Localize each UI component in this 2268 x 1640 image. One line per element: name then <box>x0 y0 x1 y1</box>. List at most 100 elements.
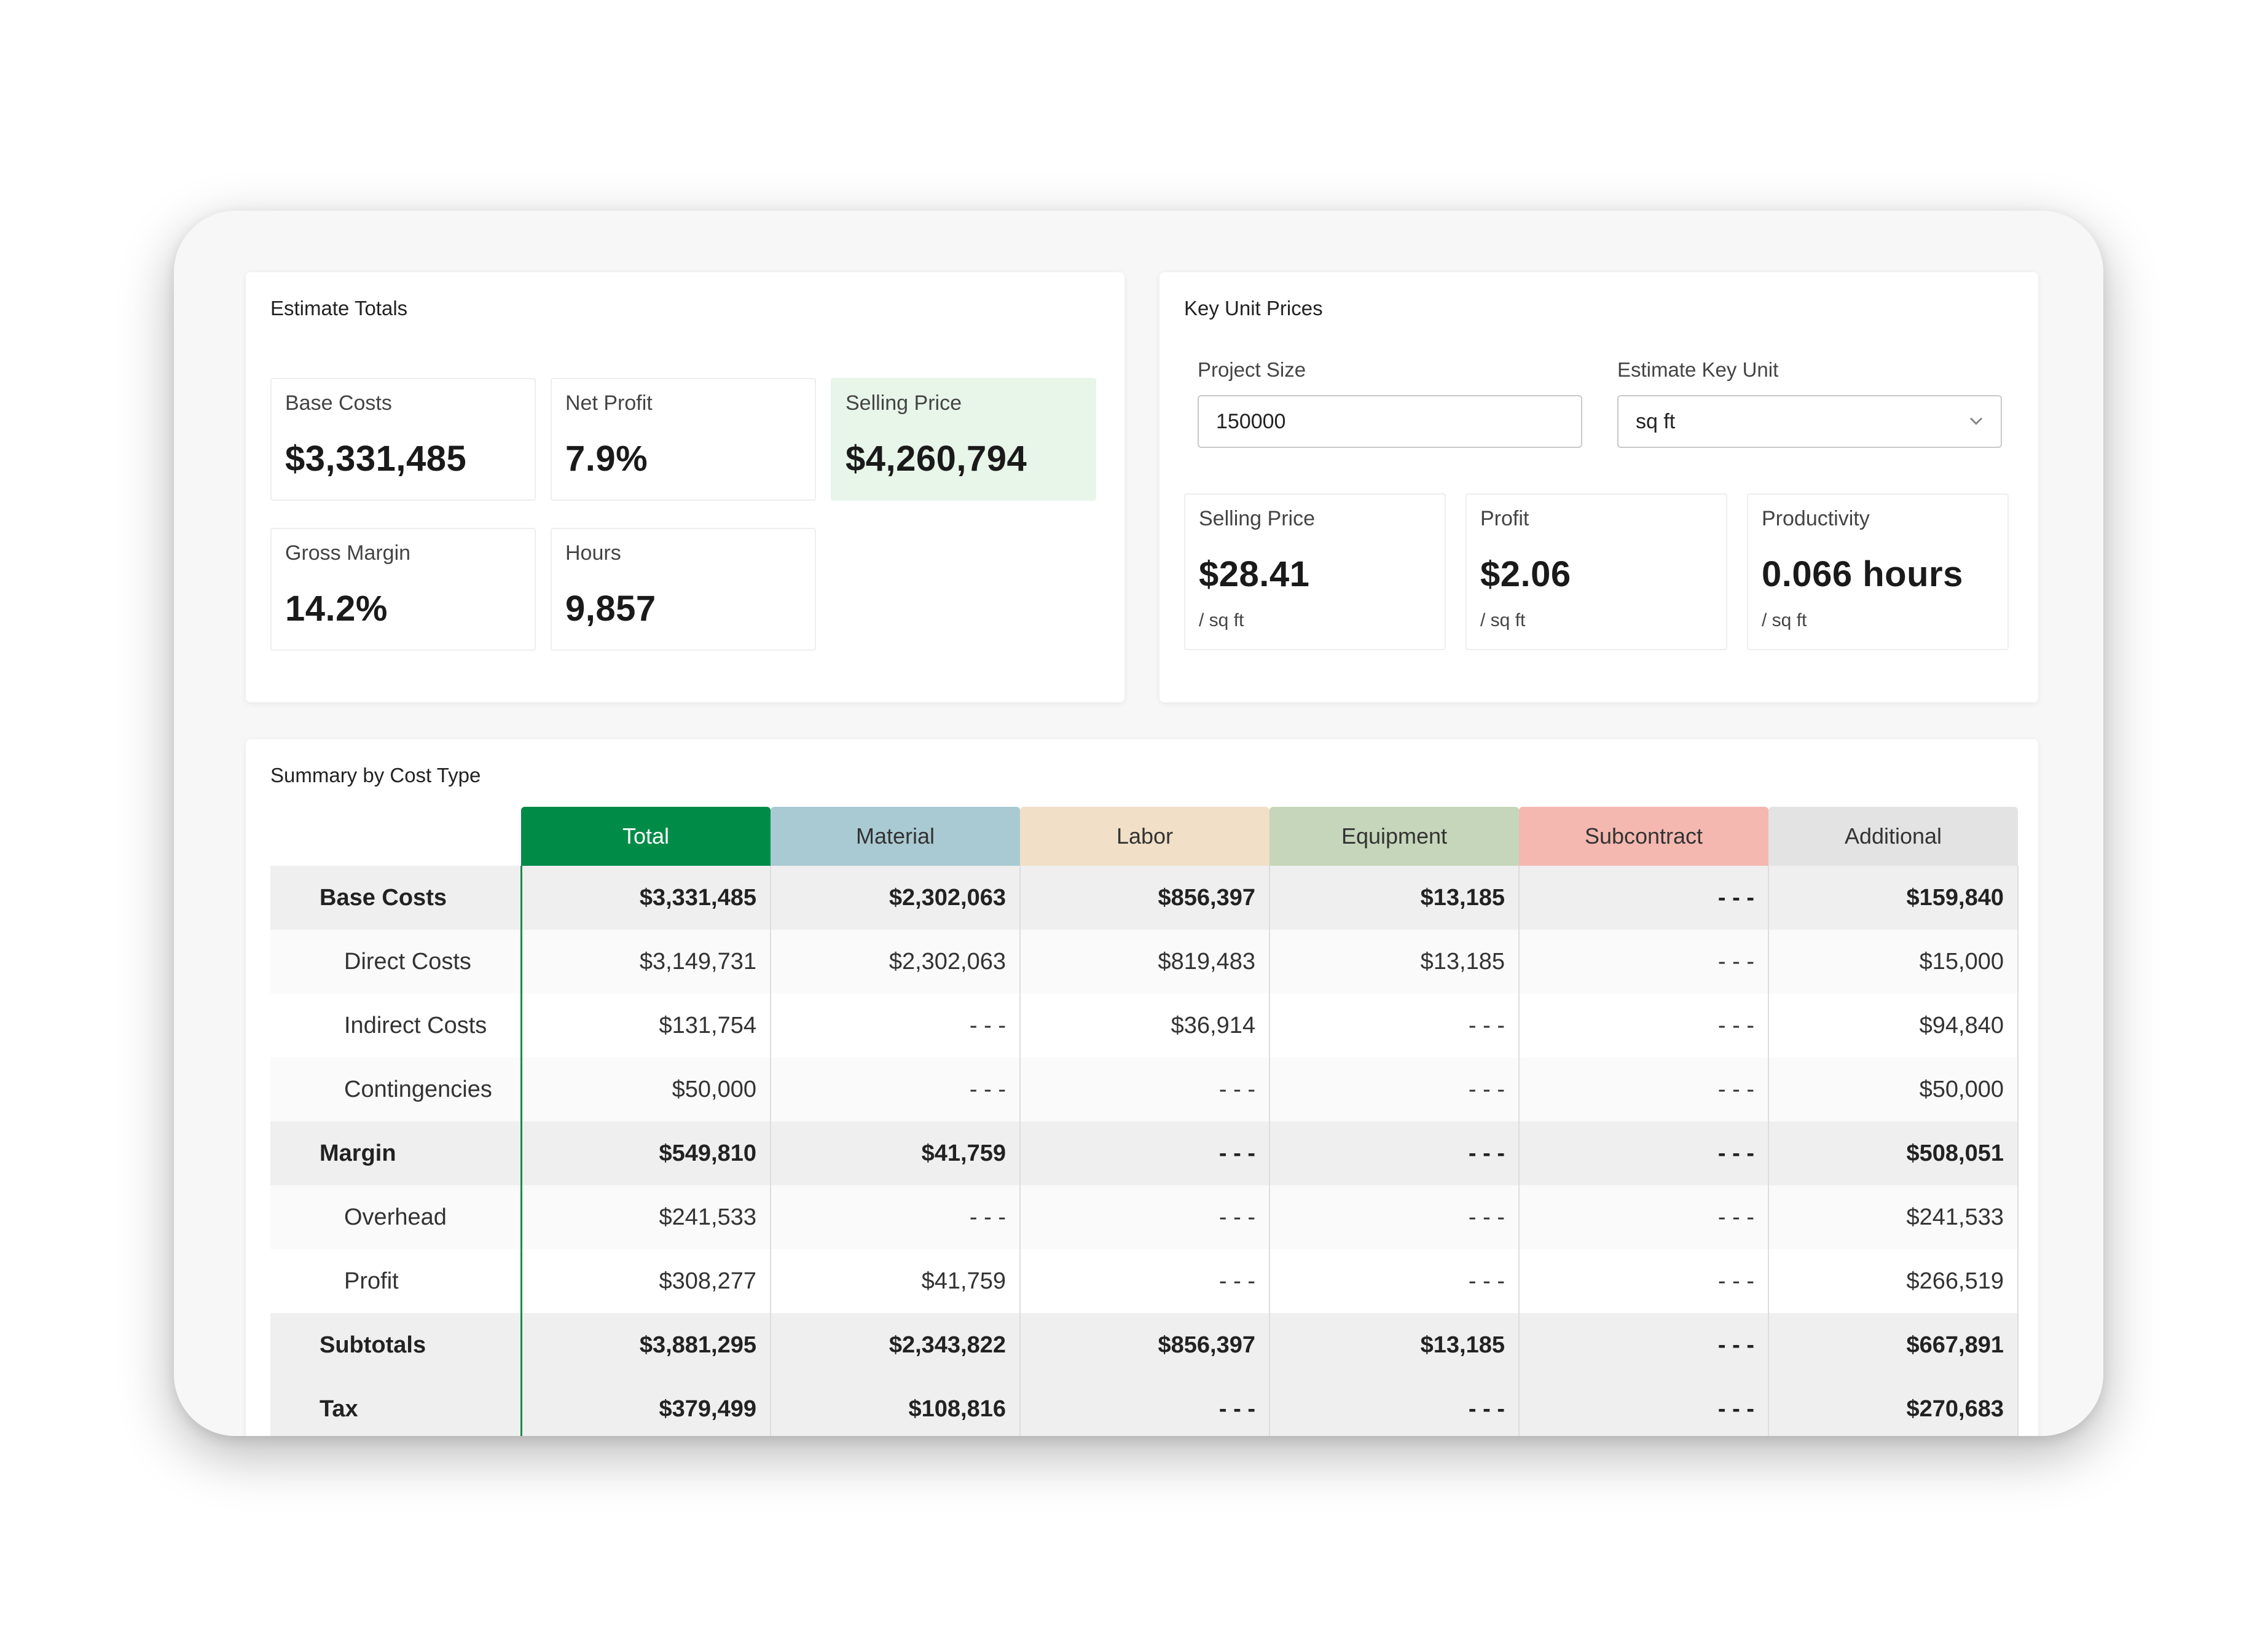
table-cell: $3,331,485 <box>520 866 771 930</box>
table-cell: $41,759 <box>771 1121 1021 1185</box>
table-cell: - - - <box>1269 1057 1520 1121</box>
table-cell: $3,881,295 <box>520 1313 771 1377</box>
column-header-material[interactable]: Material <box>771 807 1020 866</box>
summary-by-cost-type-panel: Summary by Cost Type Total Material Labor E… <box>246 739 2038 1436</box>
hours-card: Hours 9,857 <box>551 528 816 651</box>
metric-label: Hours <box>565 541 621 565</box>
table-cell: $36,914 <box>1020 994 1270 1057</box>
table-cell: - - - <box>1519 1249 1769 1313</box>
table-row: Direct Costs $3,149,731 $2,302,063 $819,483… <box>270 930 2019 994</box>
table-cell: - - - <box>1020 1249 1270 1313</box>
project-size-label: Project Size <box>1198 358 1306 381</box>
metric-label: Selling Price <box>1199 507 1315 530</box>
table-cell: - - - <box>1519 930 1769 994</box>
net-profit-card: Net Profit 7.9% <box>551 378 816 501</box>
table-cell: $41,759 <box>771 1249 1021 1313</box>
table-cell: $15,000 <box>1768 930 2019 994</box>
key-unit-prices-panel: Key Unit Prices Project Size 150000 Esti… <box>1160 272 2038 702</box>
table-cell: $108,816 <box>771 1377 1021 1436</box>
column-header-total[interactable]: Total <box>521 807 771 866</box>
table-cell: $50,000 <box>1768 1057 2019 1121</box>
metric-value: $28.41 <box>1199 554 1310 594</box>
table-cell: - - - <box>771 1057 1021 1121</box>
table-cell: - - - <box>771 1185 1021 1249</box>
table-row: Contingencies $50,000- - -- - -- - -- - -… <box>270 1057 2019 1121</box>
project-size-input[interactable]: 150000 <box>1198 395 1582 448</box>
row-label: Direct Costs <box>270 930 521 994</box>
table-cell: - - - <box>1020 1185 1270 1249</box>
table-cell: $549,810 <box>520 1121 771 1185</box>
cost-type-table: Total Material Labor Equipment Subcontract Ad… <box>270 807 2019 1436</box>
table-cell: - - - <box>1020 1377 1270 1436</box>
table-cell: $131,754 <box>520 994 771 1057</box>
chevron-down-icon <box>1969 417 1983 425</box>
row-label: Contingencies <box>270 1057 521 1121</box>
table-cell: $2,343,822 <box>771 1313 1021 1377</box>
app-window: Estimate Totals Base Costs $3,331,485 Ne… <box>174 211 2103 1436</box>
metric-value: 7.9% <box>565 439 648 479</box>
table-cell: $241,533 <box>1768 1185 2019 1249</box>
table-row: Tax $379,499 $108,816- - -- - -- - - $270,6… <box>270 1377 2019 1436</box>
metric-value: 14.2% <box>285 589 388 629</box>
table-body: Base Costs $3,331,485 $2,302,063 $856,397 $1… <box>270 866 2019 1436</box>
metric-value: 0.066 hours <box>1762 554 1963 594</box>
table-cell: - - - <box>1519 1185 1769 1249</box>
summary-title: Summary by Cost Type <box>270 764 481 787</box>
metric-label: Net Profit <box>565 391 653 415</box>
table-cell: - - - <box>771 994 1021 1057</box>
table-cell: $94,840 <box>1768 994 2019 1057</box>
table-cell: - - - <box>1269 1249 1520 1313</box>
estimate-totals-title: Estimate Totals <box>270 297 408 320</box>
table-cell: $2,302,063 <box>771 930 1021 994</box>
metric-value: $4,260,794 <box>846 439 1027 479</box>
row-label: Subtotals <box>270 1313 521 1377</box>
table-cell: $13,185 <box>1269 866 1520 930</box>
table-cell: $508,051 <box>1768 1121 2019 1185</box>
table-cell: $159,840 <box>1768 866 2019 930</box>
row-label: Profit <box>344 1268 399 1294</box>
estimate-totals-panel: Estimate Totals Base Costs $3,331,485 Ne… <box>246 272 1124 702</box>
column-header-equipment[interactable]: Equipment <box>1269 807 1519 866</box>
table-cell: $13,185 <box>1269 930 1520 994</box>
row-label: Overhead <box>270 1185 521 1249</box>
row-label: Tax <box>270 1377 521 1436</box>
table-cell: - - - <box>1519 1121 1769 1185</box>
metric-unit: / sq ft <box>1480 610 1526 630</box>
unit-profit-card: Profit $2.06 / sq ft <box>1466 493 1727 650</box>
table-cell: - - - <box>1519 866 1769 930</box>
table-header-row: Total Material Labor Equipment Subcontract Ad… <box>270 807 2018 866</box>
table-cell: $13,185 <box>1269 1313 1520 1377</box>
table-cell: - - - <box>1519 994 1769 1057</box>
metric-value: $3,331,485 <box>285 439 467 479</box>
table-cell: - - - <box>1269 1377 1520 1436</box>
row-label: Indirect Costs <box>344 1012 487 1038</box>
metric-label: Selling Price <box>846 391 962 415</box>
key-unit-select[interactable]: sq ft <box>1617 395 2002 448</box>
column-header-labor[interactable]: Labor <box>1020 807 1269 866</box>
metric-label: Profit <box>1480 507 1529 530</box>
table-cell: $241,533 <box>520 1185 771 1249</box>
table-cell: $50,000 <box>520 1057 771 1121</box>
table-row: Profit $308,277 $41,759- - -- - -- - - $266… <box>270 1249 2019 1313</box>
row-label: Margin <box>270 1121 521 1185</box>
table-row: Indirect Costs $131,754- - - $36,914- - --… <box>270 994 2019 1057</box>
metric-label: Productivity <box>1762 507 1870 530</box>
row-label: Base Costs <box>270 866 521 930</box>
table-cell: - - - <box>1269 1185 1520 1249</box>
metric-value: 9,857 <box>565 589 656 629</box>
table-cell: - - - <box>1519 1377 1769 1436</box>
unit-productivity-card: Productivity 0.066 hours / sq ft <box>1747 493 2009 650</box>
table-row: Margin $549,810 $41,759- - -- - -- - - $508… <box>270 1121 2019 1185</box>
key-unit-prices-title: Key Unit Prices <box>1184 297 1323 320</box>
metric-unit: / sq ft <box>1762 610 1807 630</box>
metric-label: Base Costs <box>285 391 392 415</box>
table-cell: $856,397 <box>1020 866 1270 930</box>
column-header-subcontract[interactable]: Subcontract <box>1519 807 1768 866</box>
table-cell: $667,891 <box>1768 1313 2019 1377</box>
table-cell: $308,277 <box>520 1249 771 1313</box>
column-header-additional[interactable]: Additional <box>1768 807 2018 866</box>
table-cell: - - - <box>1519 1057 1769 1121</box>
table-cell: $2,302,063 <box>771 866 1021 930</box>
table-cell: - - - <box>1020 1121 1270 1185</box>
table-row: Base Costs $3,331,485 $2,302,063 $856,397 $1… <box>270 866 2019 930</box>
